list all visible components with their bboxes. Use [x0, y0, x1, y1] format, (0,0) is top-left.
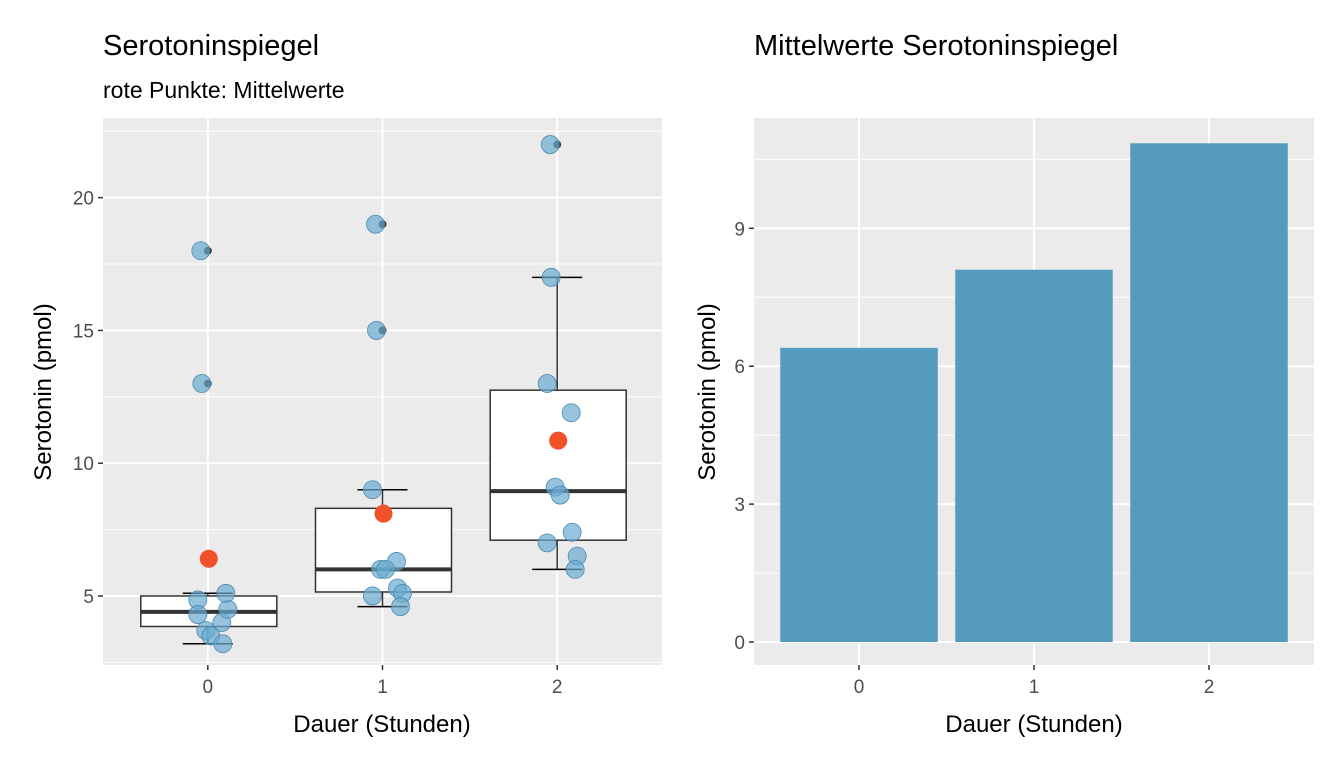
data-point	[537, 533, 557, 553]
bar	[955, 269, 1113, 643]
barchart-y-axis: 0 3 6 9	[734, 219, 754, 654]
data-point	[188, 605, 208, 624]
data-point	[537, 374, 557, 393]
data-point	[191, 241, 211, 261]
x-tick-label: 1	[1029, 677, 1040, 698]
data-point	[218, 599, 238, 619]
barchart-marks	[780, 143, 1288, 643]
barchart-title: Mittelwerte Serotoninspiegel	[754, 30, 1118, 62]
boxplot-y-axis-title: Serotonin (pmol)	[30, 303, 57, 480]
data-point	[376, 560, 395, 579]
box-body	[489, 389, 627, 541]
data-point	[540, 135, 560, 154]
boxplot-marks	[140, 135, 627, 654]
mean-point	[374, 504, 393, 523]
mean-point	[199, 549, 218, 568]
boxplot-subtitle: rote Punkte: Mittelwerte	[103, 77, 345, 103]
y-tick-label: 0	[734, 633, 745, 654]
data-point	[363, 586, 382, 606]
x-tick-label: 2	[1204, 677, 1215, 698]
barchart-y-axis-title: Serotonin (pmol)	[694, 303, 721, 480]
boxplot-x-axis-title: Dauer (Stunden)	[293, 711, 470, 738]
y-tick-label: 6	[734, 357, 745, 378]
barchart-panel: Mittelwerte Serotoninspiegel 0 3 6 9 0 1 2 Da…	[694, 30, 1314, 738]
data-point	[192, 374, 212, 393]
x-tick-label: 0	[854, 677, 865, 698]
barchart-x-axis-title: Dauer (Stunden)	[945, 711, 1122, 738]
data-point	[367, 321, 386, 340]
barchart-x-axis: 0 1 2	[854, 665, 1215, 698]
data-point	[363, 480, 382, 500]
boxplot-x-axis: 0 1 2	[203, 665, 563, 698]
data-point	[561, 403, 581, 423]
data-point	[216, 583, 236, 603]
y-tick-label: 9	[734, 219, 745, 240]
data-point	[565, 560, 585, 579]
bar	[1130, 143, 1288, 643]
y-tick-label: 15	[73, 321, 94, 342]
y-tick-label: 20	[73, 189, 94, 210]
x-tick-label: 0	[203, 677, 214, 698]
boxplot-panel: Serotoninspiegel rote Punkte: Mittelwert…	[30, 30, 662, 738]
y-tick-label: 5	[83, 587, 94, 608]
bar	[780, 347, 938, 643]
data-point	[550, 485, 570, 505]
x-tick-label: 1	[377, 677, 388, 698]
boxplot-title: Serotoninspiegel	[103, 30, 319, 62]
y-tick-label: 10	[73, 454, 94, 475]
x-tick-label: 2	[552, 677, 563, 698]
mean-point	[549, 431, 568, 450]
data-point	[213, 634, 233, 654]
data-point	[366, 214, 385, 234]
data-point	[541, 267, 561, 287]
data-point	[562, 522, 582, 542]
data-point	[391, 597, 410, 616]
boxplot-y-axis: 5 10 15 20	[73, 189, 103, 608]
y-tick-label: 3	[734, 495, 745, 516]
